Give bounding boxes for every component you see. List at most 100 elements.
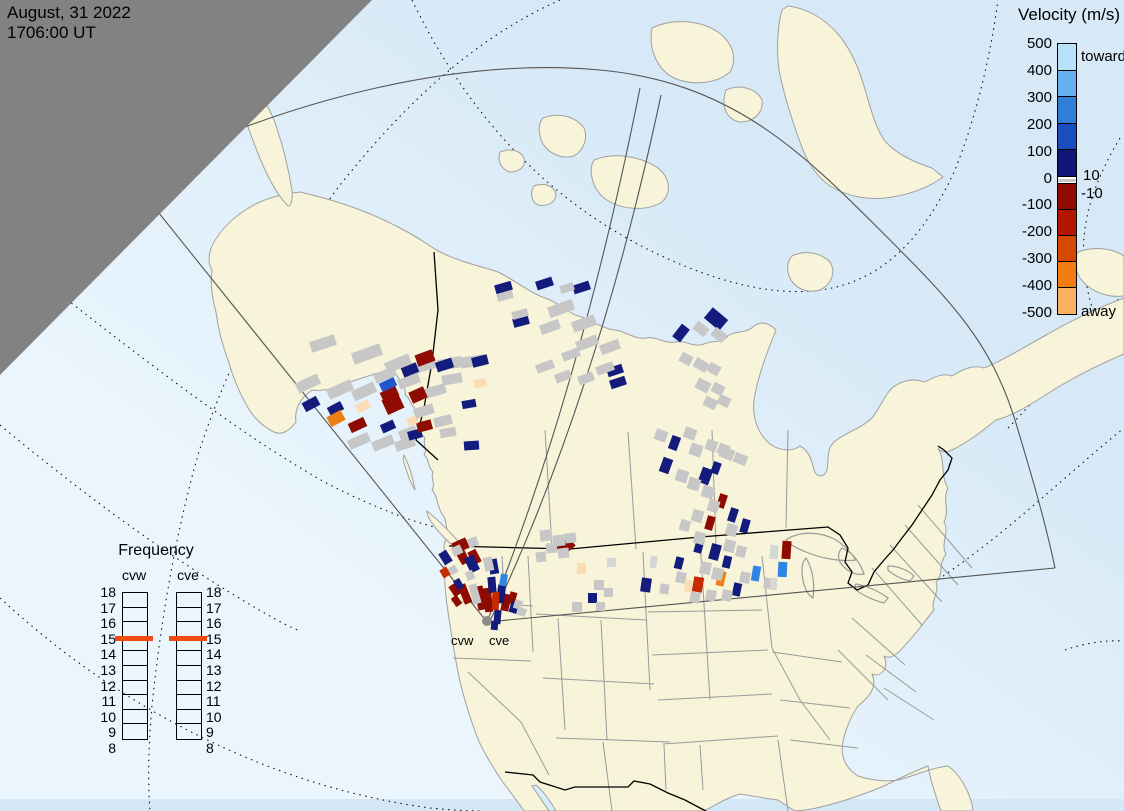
frequency-bar-segment: [123, 666, 147, 681]
velocity-blue-segment: [1058, 123, 1076, 151]
island-small-2: [531, 183, 557, 206]
out-of-map-wedge: [0, 0, 372, 375]
frequency-tick-label-right: 13: [206, 662, 222, 678]
island-southampton: [787, 252, 834, 292]
velocity-tick-label: -200: [1021, 223, 1052, 241]
velocity-blue-segment: [1058, 70, 1076, 98]
frequency-bar-cvw: [122, 592, 148, 740]
island-victoria: [590, 155, 669, 209]
fov-outer-arc: [129, 67, 1056, 569]
frequency-tick-label-right: 12: [206, 677, 222, 694]
frequency-bar-segment: [123, 622, 147, 637]
frequency-bar-segment: [177, 681, 201, 696]
us-canada-border: [448, 445, 953, 591]
island-ellesmere: [650, 21, 734, 84]
velocity-red-segment: [1058, 209, 1076, 236]
radar-site-label-cve: cve: [489, 633, 510, 648]
us-mexico-border: [504, 771, 707, 811]
island-banks: [538, 114, 587, 158]
frequency-tick-label-right: 18: [206, 584, 222, 600]
frequency-tick-label-left: 10: [100, 708, 116, 725]
frequency-tick-label-right: 8: [206, 740, 214, 756]
frequency-bar-segment: [123, 724, 147, 739]
velocity-tick-label: 200: [1026, 115, 1052, 133]
frequency-bar-segment: [123, 681, 147, 696]
velocity-blue-segment: [1058, 97, 1076, 124]
frequency-tick-label-right: 11: [206, 693, 221, 710]
velocity-blue-segment: [1058, 150, 1076, 177]
frequency-bar-segment: [123, 608, 147, 623]
frequency-tick-label-left: 18: [100, 584, 116, 600]
radar-site-label-cvw: cvw: [451, 633, 474, 648]
frequency-bar-segment: [123, 593, 147, 608]
frequency-tick-label-left: 11: [101, 693, 116, 710]
frequency-bar-segment: [177, 724, 201, 739]
fov-east-edge: [486, 567, 1056, 623]
frequency-bar-segment: [177, 651, 201, 666]
frequency-tick-label-left: 12: [100, 677, 116, 694]
frequency-tick-label-left: 15: [100, 630, 116, 647]
frequency-tick-label-left: 17: [100, 599, 116, 616]
away-label: away: [1081, 303, 1117, 320]
frequency-legend-title: Frequency: [118, 542, 194, 559]
frequency-bar-cve: [176, 592, 202, 740]
frequency-marker: [169, 636, 207, 642]
frequency-tick-label-right: 9: [206, 724, 214, 741]
frequency-bar-segment: [123, 710, 147, 725]
velocity-red-segment: [1058, 235, 1076, 262]
frequency-bar-segment: [123, 695, 147, 710]
velocity-tick-label: 400: [1026, 61, 1052, 79]
frequency-marker: [115, 636, 153, 642]
frequency-bar-segment: [123, 637, 147, 652]
landmasses: [208, 5, 1124, 811]
timestamp-block: August, 31 2022 1706:00 UT: [7, 3, 131, 43]
frequency-tick-label-left: 16: [100, 615, 116, 632]
neg-threshold-label: -10: [1081, 185, 1103, 202]
continent-mainland: [208, 191, 1124, 811]
frequency-bar-segment: [177, 637, 201, 652]
velocity-tick-label: 300: [1026, 88, 1052, 106]
velocity-tick-label: 100: [1026, 142, 1052, 160]
island-baffin: [777, 5, 944, 199]
velocity-tick-label: -400: [1021, 277, 1052, 295]
radar-site-dot: [482, 616, 492, 626]
great-lakes: [785, 532, 915, 604]
frequency-tick-label-left: 9: [108, 724, 116, 741]
pos-threshold-label: 10: [1083, 167, 1100, 184]
velocity-zero-band: [1058, 176, 1076, 184]
velocity-tick-label: -500: [1021, 304, 1052, 321]
island-small-1: [498, 149, 525, 173]
frequency-tick-label-left: 14: [100, 646, 116, 663]
velocity-red-segment: [1058, 287, 1076, 314]
toward-label: toward: [1081, 48, 1124, 65]
frequency-bar-segment: [123, 651, 147, 666]
frequency-tick-label-right: 10: [206, 708, 222, 725]
island-haida-gwaii: [402, 454, 416, 491]
velocity-legend-title: Velocity (m/s): [1017, 5, 1120, 24]
frequency-col-cve-label: cve: [177, 567, 199, 583]
frequency-tick-label-left: 8: [108, 740, 116, 756]
time-label: 1706:00 UT: [7, 23, 96, 42]
velocity-red-segment: [1058, 261, 1076, 288]
frequency-bar-segment: [177, 710, 201, 725]
velocity-tick-label: -300: [1021, 250, 1052, 268]
frequency-bar-segment: [177, 666, 201, 681]
velocity-colorbar: [1057, 43, 1077, 315]
frequency-bar-segment: [177, 695, 201, 710]
frequency-bar-segment: [177, 622, 201, 637]
velocity-tick-label: 0: [1043, 169, 1052, 187]
frequency-tick-label-right: 17: [206, 599, 222, 616]
velocity-tick-label: -100: [1021, 196, 1052, 214]
frequency-tick-label-right: 15: [206, 630, 222, 647]
frequency-tick-label-right: 14: [206, 646, 222, 663]
date-label: August, 31 2022: [7, 3, 131, 22]
frequency-col-cvw-label: cvw: [122, 567, 147, 583]
frequency-bar-segment: [177, 593, 201, 608]
gulf-of-california: [531, 784, 557, 811]
frequency-tick-label-left: 13: [100, 662, 116, 678]
frequency-bar-segment: [177, 608, 201, 623]
velocity-red-segment: [1058, 183, 1076, 210]
velocity-tick-label: 500: [1026, 35, 1052, 52]
